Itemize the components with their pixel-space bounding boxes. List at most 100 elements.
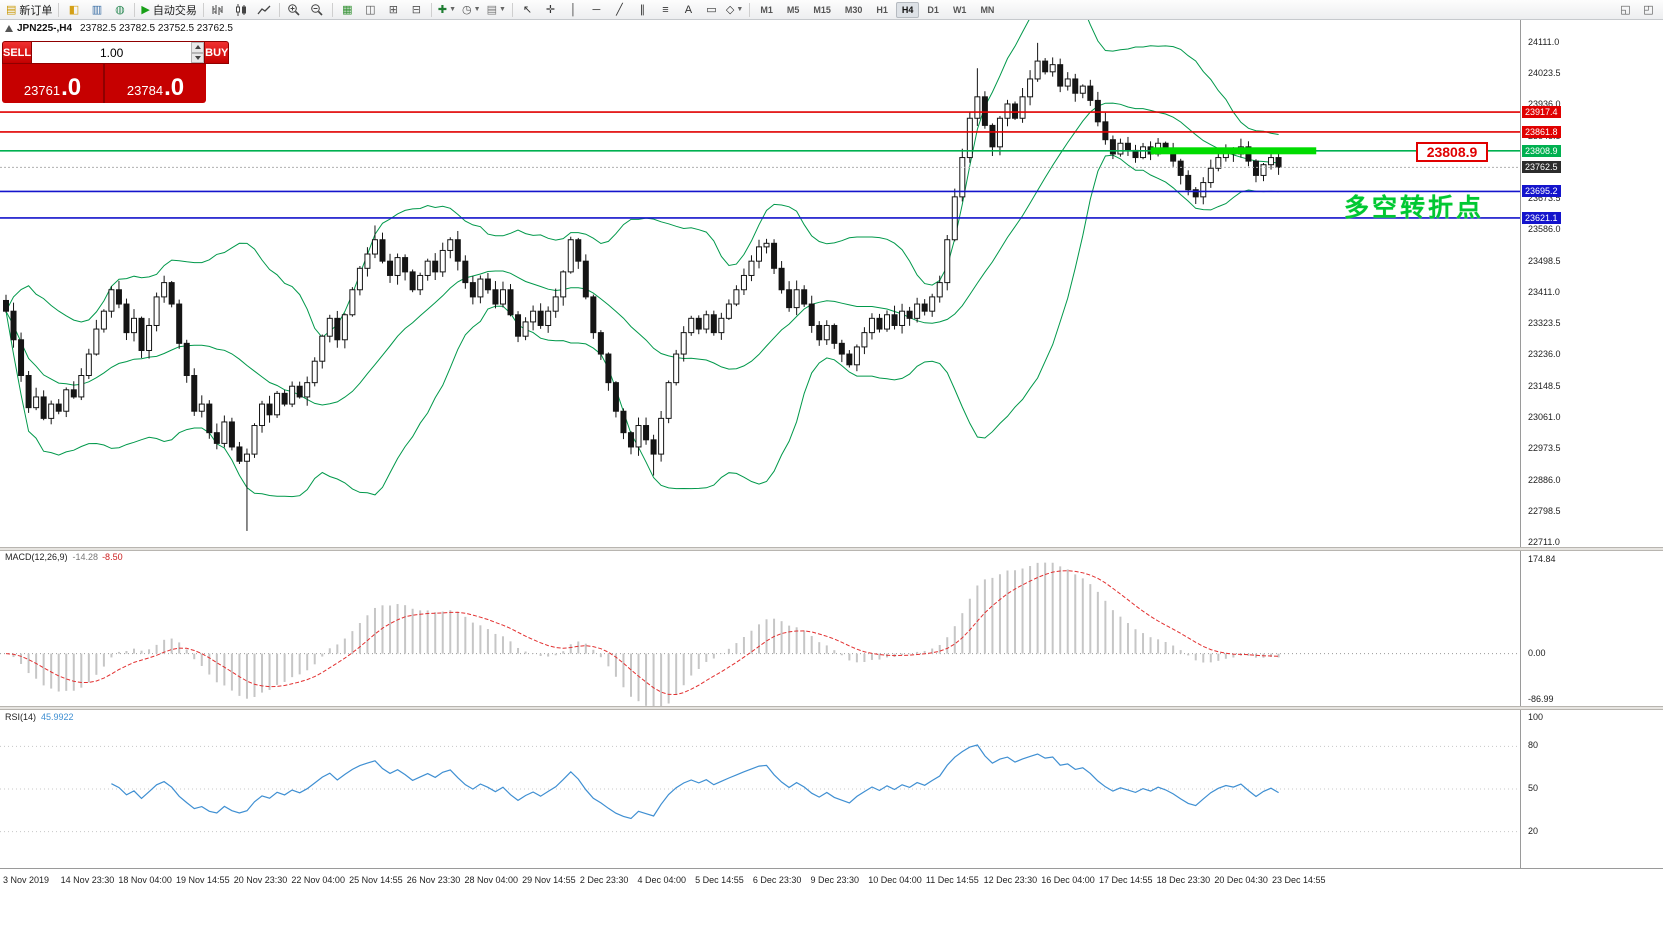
timeframe-button-h1[interactable]: H1	[876, 4, 888, 15]
timeframe-button-m30[interactable]: M30	[844, 4, 863, 15]
horizontal-line-button[interactable]: ─	[585, 0, 608, 19]
buy-price-main: 23784	[126, 83, 164, 98]
zoom-in-button[interactable]	[283, 0, 306, 19]
rsi-tick: 80	[1528, 740, 1539, 751]
indicators-dropdown[interactable]: ✚ ▼	[435, 0, 459, 19]
annotation-text[interactable]: 多空转折点	[1344, 194, 1485, 222]
time-axis[interactable]: 3 Nov 2019 14 Nov 23:30 18 Nov 04:00 19 Nov…	[0, 868, 1663, 891]
rsi-label: RSI(14)	[5, 712, 37, 722]
candlestick-chart-button[interactable]	[230, 0, 253, 19]
vertical-line-button[interactable]: │	[562, 0, 585, 19]
crosshair-icon: ✛	[545, 4, 556, 16]
volume-up-button[interactable]	[191, 42, 205, 53]
bar-chart-button[interactable]	[207, 0, 230, 19]
level-price-label[interactable]: 23861.8	[1522, 125, 1561, 138]
navigator-button[interactable]: ◍	[108, 0, 131, 19]
tile-windows-button[interactable]: ⊞	[382, 0, 405, 19]
volume-spinner	[191, 42, 205, 63]
timeframe-button-m5[interactable]: M5	[786, 4, 800, 15]
timeframe-button-w1[interactable]: W1	[952, 4, 967, 15]
buy-price-frac: .0	[164, 74, 185, 101]
profiles-button[interactable]: ◫	[359, 0, 382, 19]
time-label: 11 Dec 14:55	[925, 875, 979, 885]
rsi-panel	[0, 744, 1520, 833]
timeframe-button-h4[interactable]: H4	[895, 1, 920, 18]
new-order-button-label: 新订单	[19, 4, 53, 17]
time-label: 6 Dec 23:30	[752, 875, 802, 885]
buy-button[interactable]: BUY	[204, 41, 230, 64]
text-icon: A	[684, 3, 693, 16]
timeframe-button-m1[interactable]: M1	[760, 4, 773, 15]
fibonacci-button[interactable]: ≡	[654, 0, 677, 19]
level-price-label[interactable]: 23695.2	[1522, 185, 1561, 198]
level-price-label[interactable]: 23808.9	[1522, 144, 1561, 157]
time-label: 20 Nov 23:30	[233, 875, 288, 885]
buy-price[interactable]: 23784 .0	[103, 64, 206, 103]
volume-input[interactable]	[32, 42, 192, 63]
price-callout[interactable]: 23808.9	[1416, 142, 1488, 162]
trendline-button[interactable]: ╱	[608, 0, 631, 19]
new-order-button[interactable]: ▤ 新订单	[3, 0, 55, 19]
arrow-label-button[interactable]: ▭	[700, 0, 723, 19]
sell-price[interactable]: 23761 .0	[2, 64, 103, 103]
chevron-down-icon: ▼	[473, 6, 481, 13]
timeframe-button-mn[interactable]: MN	[980, 4, 995, 15]
price-tick: 23498.5	[1528, 255, 1561, 266]
shapes-dropdown[interactable]: ◇ ▼	[723, 0, 746, 19]
panel-splitter[interactable]	[0, 547, 1663, 551]
toolbar-separator	[58, 2, 60, 17]
data-window-button[interactable]: ▥	[85, 0, 108, 19]
label-icon: ▭	[706, 4, 717, 16]
time-label: 17 Dec 14:55	[1098, 875, 1153, 885]
rsi-tick: 20	[1528, 825, 1539, 836]
chevron-down-icon: ▼	[736, 6, 744, 13]
auto-trading-button[interactable]: ▶ 自动交易	[138, 0, 199, 19]
time-label: 29 Nov 14:55	[522, 875, 576, 885]
chart-symbol-timeframe: JPN225-,H4	[17, 23, 73, 34]
timeframe-button-m15[interactable]: M15	[813, 4, 831, 15]
periods-dropdown[interactable]: ◷ ▼	[459, 0, 484, 19]
panel-splitter[interactable]	[0, 706, 1663, 710]
timeframe-button-d1[interactable]: D1	[927, 4, 939, 15]
chart-ohlc: 23782.5 23782.5 23752.5 23762.5	[80, 23, 233, 34]
time-label: 4 Dec 04:00	[637, 875, 687, 885]
tile-windows-icon: ⊞	[388, 4, 398, 16]
window-list-button[interactable]: ◰	[1637, 0, 1660, 19]
zoom-out-button[interactable]	[306, 0, 329, 19]
cascade-windows-button[interactable]: ⊟	[405, 0, 428, 19]
highlight-bar[interactable]	[1150, 147, 1317, 155]
candles-icon	[234, 3, 248, 17]
line-chart-button[interactable]	[253, 0, 276, 19]
toolbar-separator	[430, 2, 432, 17]
sell-price-frac: .0	[61, 74, 82, 101]
channel-icon: ∥	[639, 4, 646, 16]
macd-tick: -86.99	[1528, 694, 1554, 705]
time-label: 20 Dec 04:30	[1214, 875, 1268, 885]
cursor-button[interactable]: ↖	[516, 0, 539, 19]
channel-button[interactable]: ∥	[631, 0, 654, 19]
vertical-line-icon: │	[569, 3, 577, 16]
chart-window-icon	[5, 24, 13, 32]
templates-dropdown[interactable]: ▤ ▼	[484, 0, 509, 19]
price-axis[interactable]: 24111.024023.523936.023848.523761.023673…	[1520, 20, 1663, 868]
macd-tick: 174.84	[1528, 554, 1556, 565]
horizontal-line-icon: ─	[592, 3, 601, 16]
rsi-tick: 50	[1528, 783, 1539, 793]
fibonacci-icon: ≡	[662, 3, 669, 16]
sell-button[interactable]: SELL	[2, 41, 33, 64]
bars-icon	[211, 3, 225, 17]
time-label: 9 Dec 23:30	[810, 875, 860, 885]
level-price-label[interactable]: 23917.4	[1522, 106, 1561, 119]
text-button[interactable]: A	[677, 0, 700, 19]
time-label: 2 Dec 23:30	[579, 875, 629, 885]
profiles-icon: ◫	[365, 4, 376, 16]
price-tick: 23411.0	[1528, 286, 1560, 297]
new-chart-button[interactable]: ▦	[336, 0, 359, 19]
market-watch-button[interactable]: ◧	[62, 0, 85, 19]
volume-box	[32, 41, 205, 64]
window-arrange-button[interactable]: ◱	[1614, 0, 1637, 19]
level-price-label[interactable]: 23621.1	[1522, 211, 1561, 224]
crosshair-button[interactable]: ✛	[539, 0, 562, 19]
time-label: 12 Dec 23:30	[983, 875, 1038, 885]
volume-down-button[interactable]	[191, 52, 205, 63]
